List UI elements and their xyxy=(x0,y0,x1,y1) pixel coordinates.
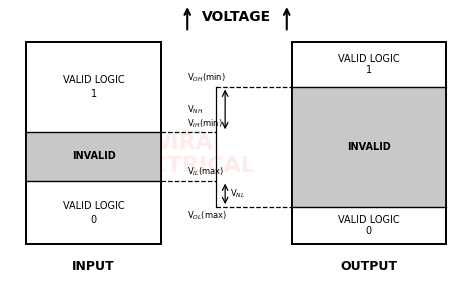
Text: INVALID: INVALID xyxy=(72,151,116,162)
Text: VALID LOGIC: VALID LOGIC xyxy=(63,201,125,210)
Text: OUTPUT: OUTPUT xyxy=(340,260,397,273)
Text: 0: 0 xyxy=(365,226,372,236)
Text: 1: 1 xyxy=(91,89,97,99)
Text: V$_{IH}$(min): V$_{IH}$(min) xyxy=(187,117,223,130)
Text: V$_{OH}$(min): V$_{OH}$(min) xyxy=(187,71,226,84)
Text: INVALID: INVALID xyxy=(346,142,391,152)
Text: VALID LOGIC: VALID LOGIC xyxy=(63,75,125,85)
Bar xyxy=(292,42,446,244)
Bar xyxy=(26,42,161,244)
Text: INPUT: INPUT xyxy=(73,260,115,273)
Text: V$_{NH}$: V$_{NH}$ xyxy=(187,103,204,116)
Text: WIRA
ELECTRICAL: WIRA ELECTRICAL xyxy=(106,133,255,176)
Text: VOLTAGE: VOLTAGE xyxy=(202,10,272,24)
Text: VALID LOGIC: VALID LOGIC xyxy=(337,215,400,225)
Bar xyxy=(292,87,446,207)
Text: V$_{IL}$(max): V$_{IL}$(max) xyxy=(187,166,224,178)
Bar xyxy=(26,132,161,181)
Text: 1: 1 xyxy=(365,65,372,75)
Bar xyxy=(292,42,446,244)
Bar xyxy=(26,42,161,244)
Text: V$_{NL}$: V$_{NL}$ xyxy=(230,188,245,200)
Text: V$_{OL}$(max): V$_{OL}$(max) xyxy=(187,209,227,222)
Text: 0: 0 xyxy=(91,215,97,225)
Text: VALID LOGIC: VALID LOGIC xyxy=(337,54,400,64)
